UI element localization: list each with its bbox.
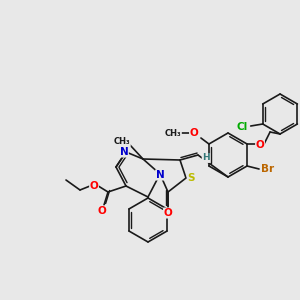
Text: O: O [164,208,172,218]
Text: CH₃: CH₃ [165,128,181,137]
Text: N: N [156,170,164,180]
Text: Br: Br [262,164,275,174]
Text: O: O [90,181,98,191]
Text: N: N [120,147,128,157]
Text: O: O [98,206,106,216]
Text: H: H [202,154,210,163]
Text: O: O [190,128,198,138]
Text: Cl: Cl [236,122,248,132]
Text: O: O [256,140,264,150]
Text: CH₃: CH₃ [114,137,130,146]
Text: S: S [187,173,195,183]
